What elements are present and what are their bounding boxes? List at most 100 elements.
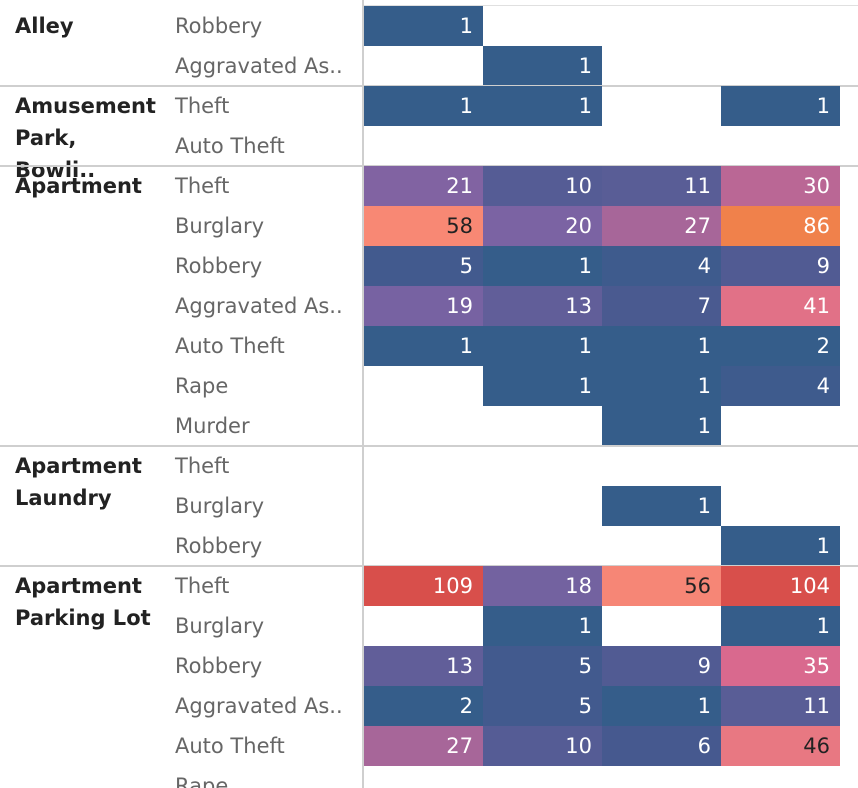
- cell-value-label: 1: [697, 694, 711, 718]
- cell-value-label: 1: [697, 374, 711, 398]
- cell-value-label: 1: [697, 494, 711, 518]
- crime-type-label: Robbery: [175, 654, 263, 678]
- heatmap-cell: [602, 246, 721, 286]
- heatmap-cell: [364, 326, 483, 366]
- heatmap-cell: [721, 326, 840, 366]
- heatmap-cell: [721, 566, 840, 606]
- heatmap-cell: [364, 286, 483, 326]
- cell-value-label: 41: [803, 294, 830, 318]
- crime-type-label: Robbery: [175, 534, 263, 558]
- cell-value-label: 11: [684, 174, 711, 198]
- crime-type-label: Theft: [175, 94, 230, 118]
- crime-type-label: Auto Theft: [175, 734, 285, 758]
- heatmap-cell: [364, 6, 483, 46]
- crime-type-label: Burglary: [175, 494, 265, 518]
- cell-value-label: 58: [446, 214, 473, 238]
- heatmap-cell: [721, 166, 840, 206]
- heatmap-cell: [721, 686, 840, 726]
- crime-type-label: Aggravated As..: [175, 294, 343, 318]
- heatmap-cell: [602, 206, 721, 246]
- location-label: Alley: [15, 14, 74, 38]
- heatmap-cell: [602, 406, 721, 446]
- heatmap-cell: [721, 606, 840, 646]
- top-gridline: [364, 5, 858, 6]
- heatmap-cell: [483, 246, 602, 286]
- cell-value-label: 18: [565, 574, 592, 598]
- location-label: Apartment Laundry: [15, 454, 142, 510]
- location-label: Apartment: [15, 174, 142, 198]
- cell-value-label: 35: [803, 654, 830, 678]
- heatmap-cell: [721, 246, 840, 286]
- heatmap-cell: [483, 646, 602, 686]
- cell-value-label: 1: [459, 94, 473, 118]
- cell-value-label: 13: [446, 654, 473, 678]
- cell-value-label: 104: [789, 574, 830, 598]
- cell-value-label: 5: [578, 654, 592, 678]
- cell-value-label: 5: [578, 694, 592, 718]
- cell-value-label: 10: [565, 734, 592, 758]
- crime-type-label: Theft: [175, 454, 230, 478]
- crime-type-label: Burglary: [175, 614, 265, 638]
- cell-value-label: 27: [684, 214, 711, 238]
- location-label: Apartment Parking Lot: [15, 574, 151, 630]
- crime-type-label: Rape: [175, 374, 229, 398]
- heatmap-cell: [602, 646, 721, 686]
- crime-type-label: Burglary: [175, 214, 265, 238]
- cell-value-label: 4: [816, 374, 830, 398]
- heatmap-cell: [483, 366, 602, 406]
- group-separator: [0, 445, 858, 447]
- cell-value-label: 11: [803, 694, 830, 718]
- heatmap-cell: [602, 726, 721, 766]
- heatmap-cell: [364, 166, 483, 206]
- cell-value-label: 1: [697, 414, 711, 438]
- cell-value-label: 2: [459, 694, 473, 718]
- heatmap-cell: [364, 246, 483, 286]
- cell-value-label: 1: [816, 94, 830, 118]
- heatmap-cell: [364, 566, 483, 606]
- cell-value-label: 13: [565, 294, 592, 318]
- cell-value-label: 7: [697, 294, 711, 318]
- heatmap-cell: [483, 326, 602, 366]
- location-label: Amusement Park, Bowli..: [15, 94, 156, 182]
- heatmap-cell: [602, 326, 721, 366]
- heatmap-cell: [483, 46, 602, 86]
- heatmap-cell: [721, 286, 840, 326]
- cell-value-label: 1: [459, 334, 473, 358]
- heatmap-cell: [721, 366, 840, 406]
- crime-type-label: Theft: [175, 574, 230, 598]
- cell-value-label: 56: [684, 574, 711, 598]
- heatmap-cell: [602, 166, 721, 206]
- heatmap-cell: [483, 286, 602, 326]
- heatmap-cell: [602, 486, 721, 526]
- cell-value-label: 19: [446, 294, 473, 318]
- heatmap-cell: [602, 286, 721, 326]
- crime-type-label: Auto Theft: [175, 334, 285, 358]
- cell-value-label: 30: [803, 174, 830, 198]
- cell-value-label: 1: [578, 614, 592, 638]
- cell-value-label: 20: [565, 214, 592, 238]
- cell-value-label: 2: [816, 334, 830, 358]
- cell-value-label: 1: [578, 54, 592, 78]
- heatmap-cell: [721, 86, 840, 126]
- cell-value-label: 1: [578, 334, 592, 358]
- cell-value-label: 1: [578, 94, 592, 118]
- heatmap-cell: [602, 686, 721, 726]
- heatmap-cell: [721, 526, 840, 566]
- heatmap-cell: [364, 686, 483, 726]
- crime-type-label: Aggravated As..: [175, 694, 343, 718]
- cell-value-label: 1: [816, 614, 830, 638]
- heatmap-cell: [602, 566, 721, 606]
- cell-value-label: 46: [803, 734, 830, 758]
- heatmap-cell: [483, 686, 602, 726]
- heatmap-cell: [364, 646, 483, 686]
- crime-type-label: Robbery: [175, 254, 263, 278]
- heatmap-cell: [721, 646, 840, 686]
- heatmap-cell: [483, 566, 602, 606]
- crime-type-label: Theft: [175, 174, 230, 198]
- cell-value-label: 1: [578, 374, 592, 398]
- heatmap-cell: [364, 206, 483, 246]
- cell-value-label: 4: [697, 254, 711, 278]
- cell-value-label: 21: [446, 174, 473, 198]
- crime-type-label: Aggravated As..: [175, 54, 343, 78]
